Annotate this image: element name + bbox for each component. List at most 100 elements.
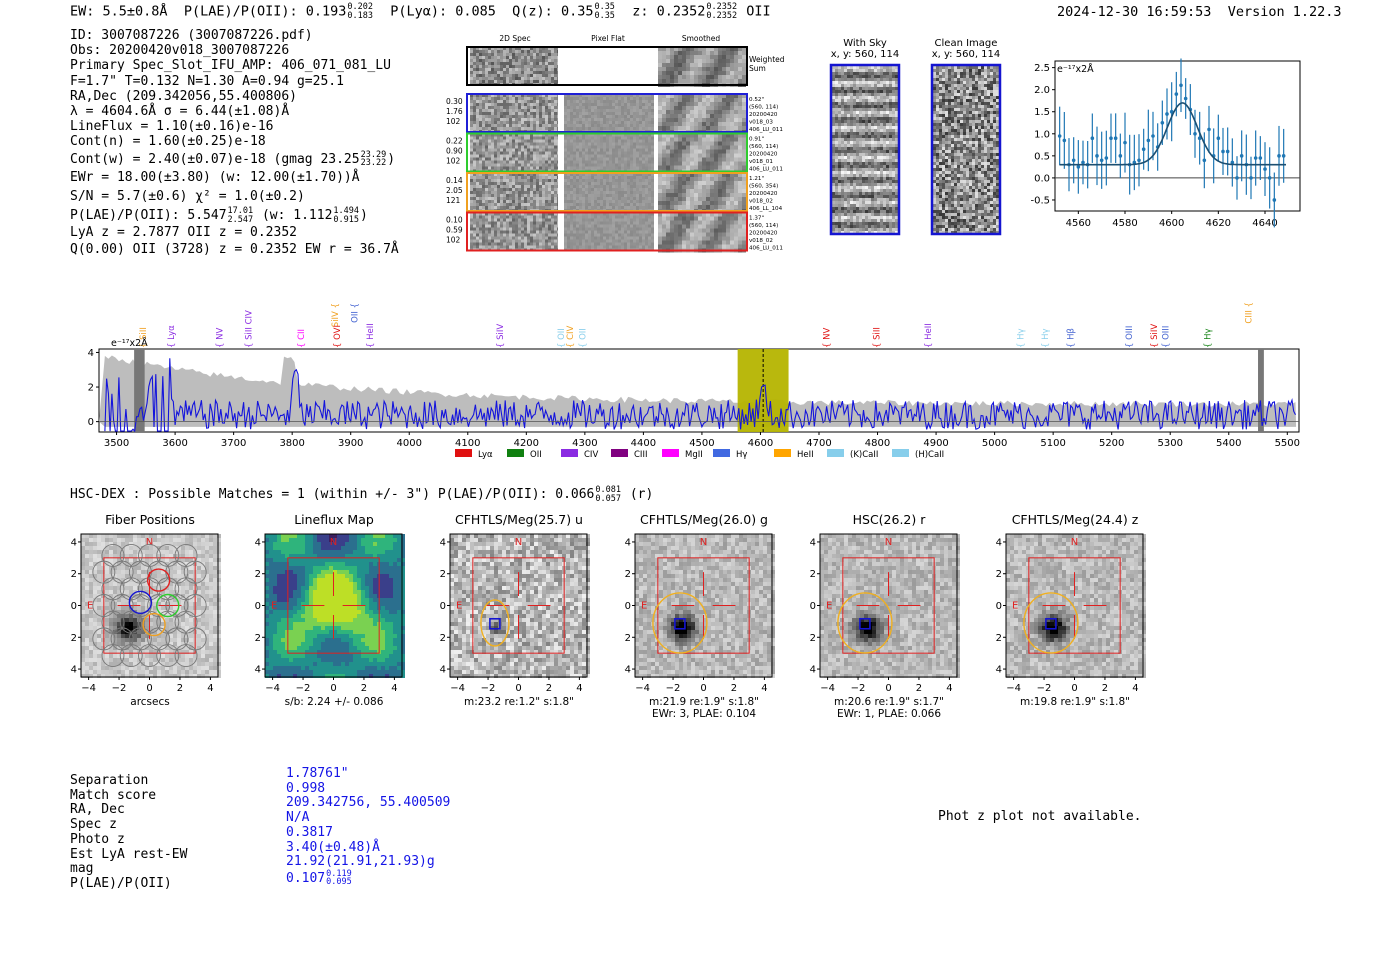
row-pixel-flat [564, 212, 654, 252]
spec2d-row-side: 20200420 [749, 112, 778, 118]
match-value-plae: 0.107 [286, 870, 326, 886]
header-z: z: 0.2352 [632, 3, 706, 20]
cutout-caption: m:19.8 re:1.9" s:1.8" [995, 696, 1155, 708]
info-plae-w-lo: 0.915 [333, 214, 360, 225]
header-summary: EW: 5.5±0.8Å P(LAE)/P(OII): 0.193 0.202 0.… [70, 3, 771, 20]
cutout-y-tick: -4 [70, 665, 77, 676]
spec2d-svg: 2D Spec Pixel Flat Smoothed Weighted Sum… [446, 34, 785, 253]
zoom-point [1118, 154, 1123, 158]
spec2d-header-1: Pixel Flat [591, 34, 625, 43]
zoom-point [1174, 92, 1179, 96]
cutout-image: N E 4 2 0 -2 -4 −4 −2 0 2 4 [809, 533, 960, 694]
header-timestamp: 2024-12-30 16:59:53 [1057, 4, 1212, 20]
legend-label: (K)CaII [850, 450, 878, 460]
spec-line-label: { HeII [366, 323, 376, 348]
cutout-y-tick: 4 [996, 537, 1002, 548]
legend-label: CIV [584, 450, 598, 460]
zoom-y-tick: 2.0 [1034, 85, 1050, 96]
spec-line-label: { SiII CIV [244, 310, 254, 348]
legend-swatch [611, 449, 628, 457]
fiber-circle-selected [156, 593, 180, 618]
row-pixel-flat [564, 173, 654, 212]
full-x-tick: 5500 [1275, 438, 1300, 449]
fiber-circle [119, 644, 143, 668]
cutout-image: N E 4 2 0 -2 -4 −4 −2 0 2 4 [995, 533, 1146, 694]
info-contw-lo: 23.22 [360, 158, 387, 169]
zoom-point [1165, 112, 1169, 116]
spec2d-row-side: 20200420 [749, 152, 778, 158]
info-contw-end: ) [387, 151, 396, 167]
with-sky-title: With Sky x, y: 560, 114 [826, 38, 904, 60]
zoom-point [1169, 109, 1174, 114]
cutout-caption-line1: m:21.9 re:1.9" s:1.8" [649, 696, 759, 708]
zoom-point [1202, 158, 1207, 163]
zoom-x-tick: 4560 [1066, 218, 1091, 229]
weighted-2d-spec [470, 47, 560, 86]
zoom-point [1281, 154, 1286, 158]
zoom-point [1132, 160, 1137, 165]
row-smoothed [658, 212, 746, 253]
header-plae-lo: 0.183 [347, 10, 373, 21]
zoom-point [1235, 176, 1239, 180]
cutout-x-tick: 2 [177, 683, 183, 694]
info-plae-hi: 17.01 [227, 206, 254, 217]
row-2d-spec [470, 133, 560, 173]
spec2d-row-side: 1.21" [749, 176, 764, 182]
row-pixel-flat [564, 133, 654, 173]
match-label: Photo z [70, 831, 125, 847]
spec-line-label: { Hγ [1016, 328, 1026, 348]
zoom-point [1207, 127, 1211, 132]
spec2d-row-value: 121 [446, 196, 461, 205]
spec-line-label: { Hγ [1204, 328, 1214, 348]
info-plae-lo: 2.547 [227, 214, 254, 225]
cutout-x-tick: −2 [296, 683, 311, 694]
info-sn: S/N = 5.7(±0.6) χ² = 1.0(±0.2) [70, 188, 305, 204]
match-plae-lo: 0.095 [326, 877, 352, 888]
info-lineflux: LineFlux = 1.10(±0.16)e-16 [70, 119, 274, 135]
cutout-east: E [87, 601, 93, 612]
full-x-tick: 5200 [1099, 438, 1124, 449]
zoom-point [1267, 176, 1272, 180]
with-sky-title-text: With Sky [843, 38, 887, 49]
cutout-y-tick: 2 [810, 569, 816, 580]
cutout-title: CFHTLS/Meg(24.4) z [1011, 512, 1139, 527]
spec2d-header-2: Smoothed [682, 34, 721, 43]
zoom-point [1095, 154, 1099, 158]
cutout-aperture-box [103, 557, 196, 654]
spec2d-weighted-2: Sum [749, 64, 766, 73]
full-x-tick: 4200 [514, 438, 539, 449]
cutout-title: Lineflux Map [294, 512, 374, 527]
cutout-x-tick: 4 [391, 683, 397, 694]
legend-label: Lyα [478, 450, 493, 460]
spec-line-label: { CIV [566, 325, 576, 348]
header-ew: EW: 5.5±0.8Å [70, 3, 168, 20]
match-value-plae-row: 0.107 0.119 0.095 [286, 870, 450, 887]
spec2d-row-value: 102 [446, 236, 461, 245]
full-x-tick: 3800 [279, 438, 304, 449]
cutout-x-tick: 2 [361, 683, 367, 694]
legend-swatch [662, 449, 679, 457]
row-2d-spec [470, 212, 560, 252]
cutout-ellipse [837, 592, 893, 654]
match-label: Est LyA rest-EW [70, 846, 188, 862]
zoom-point [1057, 134, 1062, 138]
info-obs: Obs: 20200420v018_3007087226 [70, 43, 290, 59]
cutout-caption-line1: m:20.6 re:1.9" s:1.7" [834, 696, 944, 708]
cutout-title: Fiber Positions [105, 512, 195, 527]
legend-swatch [455, 449, 472, 457]
row-2d-spec [470, 94, 560, 133]
zoom-point [1076, 165, 1081, 169]
zoom-y-tick: 1.0 [1034, 129, 1050, 140]
spec-line-label-top: SiIV { [331, 303, 341, 327]
header-z-hi: 0.2352 [706, 2, 738, 12]
cutout-x-tick: 2 [731, 683, 737, 694]
cutout-aperture-box [472, 557, 565, 654]
spec2d-row-frame [466, 211, 748, 252]
cutout-x-tick: −4 [265, 683, 280, 694]
header-qz-hi: 0.35 [594, 2, 615, 12]
cutout-x-tick: −2 [1037, 683, 1052, 694]
info-plae: P(LAE)/P(OII): 5.547 [70, 208, 227, 224]
detection-info: ID: 3007087226 (3007087226.pdf) Obs: 202… [70, 28, 399, 257]
cutout-panel: CFHTLS/Meg(24.4) zNE420-2-4−4−2024m:19.8… [995, 512, 1155, 712]
legend-swatch [892, 449, 909, 457]
